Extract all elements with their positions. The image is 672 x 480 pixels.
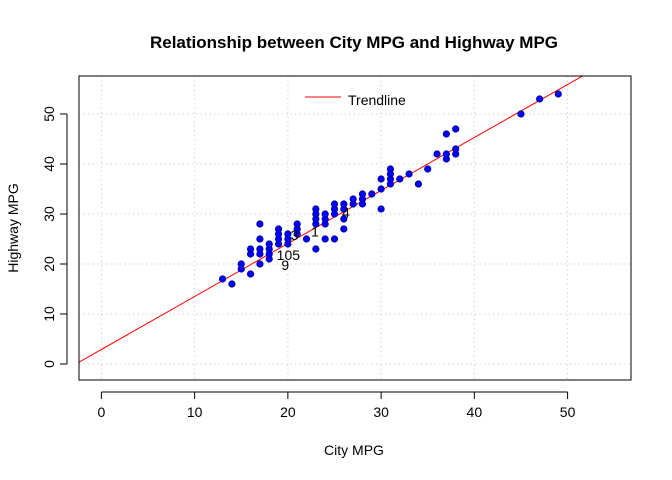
data-point-35 — [321, 210, 329, 218]
y-tick-label-20: 20 — [41, 256, 57, 272]
y-axis-label: Highway MPG — [5, 183, 21, 272]
point-label-1: 3 — [291, 227, 299, 243]
y-tick-label-40: 40 — [41, 156, 57, 172]
data-point-39 — [330, 200, 339, 208]
data-point-31 — [312, 205, 320, 213]
axes: 0 10 20 30 40 50 0 10 20 30 40 50 — [41, 106, 576, 420]
data-point-57 — [396, 175, 404, 183]
data-point-64 — [442, 130, 450, 138]
data-point-60 — [424, 165, 432, 173]
data-point-52 — [377, 175, 385, 183]
x-tick-label-40: 40 — [467, 404, 483, 420]
data-point-4 — [246, 270, 255, 278]
x-tick-label-0: 0 — [97, 404, 105, 420]
plot-frame — [78, 75, 632, 381]
data-point-6 — [246, 245, 255, 253]
points-layer — [218, 90, 562, 288]
data-point-11 — [256, 220, 264, 228]
data-point-61 — [433, 150, 441, 158]
x-tick-label-10: 10 — [187, 404, 203, 420]
point-label-0: 1 — [311, 224, 319, 240]
data-point-15 — [265, 240, 273, 248]
y-tick-label-50: 50 — [41, 106, 57, 122]
x-axis-label: City MPG — [324, 442, 384, 458]
data-point-22 — [284, 230, 292, 238]
y-tick-label-30: 30 — [41, 206, 57, 222]
data-point-50 — [377, 205, 385, 213]
data-point-25 — [293, 220, 301, 228]
data-point-63 — [442, 150, 450, 158]
legend-trendline-label: Trendline — [348, 92, 406, 108]
data-point-48 — [358, 190, 367, 198]
data-point-41 — [340, 215, 348, 223]
data-point-59 — [414, 180, 423, 188]
x-tick-label-30: 30 — [373, 404, 389, 420]
data-point-58 — [405, 170, 413, 178]
y-tick-label-0: 0 — [41, 360, 57, 368]
data-point-7 — [256, 260, 264, 268]
data-point-0 — [218, 275, 227, 283]
data-point-26 — [302, 235, 311, 243]
y-tick-label-10: 10 — [41, 306, 57, 322]
data-point-3 — [237, 260, 245, 268]
data-point-68 — [517, 110, 525, 118]
data-point-27 — [312, 245, 320, 253]
x-tick-label-20: 20 — [280, 404, 296, 420]
data-point-70 — [554, 90, 562, 98]
data-point-19 — [274, 225, 283, 233]
chart-title: Relationship between City MPG and Highwa… — [150, 33, 558, 52]
data-point-51 — [377, 185, 385, 193]
data-point-56 — [386, 165, 395, 173]
point-label-2: 4 — [342, 205, 350, 221]
data-point-66 — [452, 145, 460, 153]
data-point-9 — [256, 245, 264, 253]
data-point-49 — [368, 190, 376, 198]
data-point-43 — [340, 200, 348, 208]
x-tick-label-50: 50 — [560, 404, 576, 420]
data-point-45 — [349, 195, 357, 203]
data-point-32 — [321, 235, 329, 243]
point-label-3: 105 — [277, 247, 301, 263]
data-point-1 — [228, 280, 236, 288]
point-label-4: 9 — [281, 257, 289, 273]
data-point-67 — [452, 125, 460, 133]
data-point-36 — [330, 235, 339, 243]
data-point-10 — [256, 235, 264, 243]
data-point-40 — [340, 225, 348, 233]
grid — [79, 76, 631, 380]
legend: Trendline — [305, 92, 406, 108]
data-point-69 — [536, 95, 544, 103]
